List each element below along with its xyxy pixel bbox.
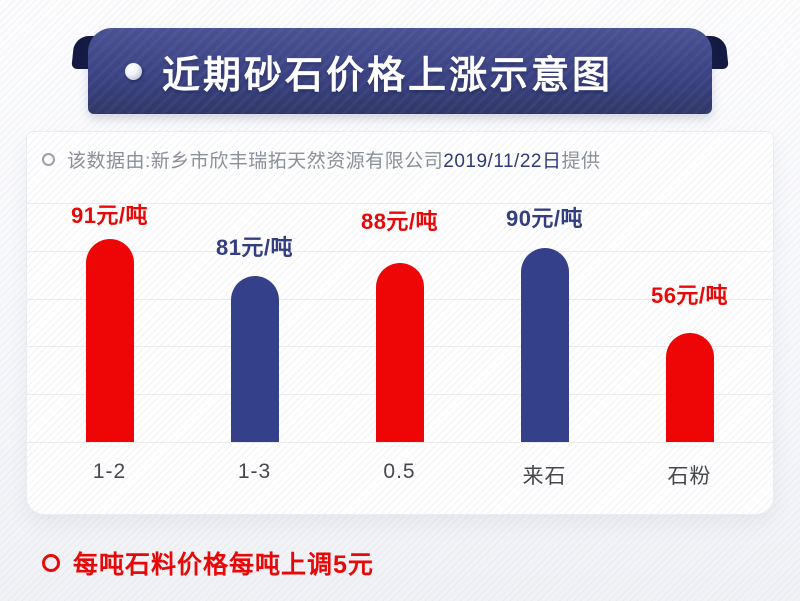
gridline <box>27 251 773 252</box>
bar-value-label: 81元/吨 <box>215 235 294 260</box>
bar-column: 81元/吨 <box>182 182 327 442</box>
x-axis-label: 0.5 <box>383 460 416 483</box>
x-axis-label: 1-3 <box>237 460 272 483</box>
source-date: 2019/11/22日 <box>443 151 562 172</box>
bar <box>230 276 279 442</box>
footer-note: 每吨石料价格每吨上调5元 <box>42 545 374 581</box>
header-banner: 近期砂石价格上涨示意图 <box>88 28 712 114</box>
circle-bullet-icon <box>42 153 55 166</box>
bar-value-label: 88元/吨 <box>360 209 439 234</box>
bar-column: 91元/吨 <box>37 182 182 442</box>
source-text-prefix: 该数据由:新乡市欣丰瑞拓天然资源有限公司 <box>67 151 444 172</box>
gridline <box>27 442 773 443</box>
chart-card: 该数据由:新乡市欣丰瑞拓天然资源有限公司 2019/11/22日 提供 91元/吨 8… <box>26 131 774 515</box>
page-title: 近期砂石价格上涨示意图 <box>161 54 613 97</box>
bars: 91元/吨 81元/吨 88元/吨 90元/吨 56元/吨 <box>37 182 762 442</box>
x-axis-label: 1-2 <box>92 460 127 483</box>
data-source-note: 该数据由:新乡市欣丰瑞拓天然资源有限公司 2019/11/22日 提供 <box>42 146 600 173</box>
x-axis-label: 石粉 <box>667 465 712 488</box>
bar-value-label: 56元/吨 <box>650 283 729 308</box>
bar-value-label: 90元/吨 <box>505 206 584 231</box>
bar-column: 56元/吨 <box>617 182 762 442</box>
x-axis-labels: 1-2 1-3 0.5 来石 石粉 <box>37 460 762 490</box>
bar <box>85 239 134 442</box>
bar-column: 90元/吨 <box>472 182 617 442</box>
bar-value-label: 91元/吨 <box>70 203 149 228</box>
bar <box>375 263 424 442</box>
bar <box>520 248 569 442</box>
source-text-suffix: 提供 <box>561 151 601 172</box>
bullet-sphere-icon <box>124 62 142 80</box>
bar <box>665 333 714 442</box>
bar-column: 88元/吨 <box>327 182 472 442</box>
circle-bullet-icon <box>42 554 60 572</box>
x-axis-label: 来石 <box>522 465 567 488</box>
gridline <box>27 203 773 204</box>
footer-note-text: 每吨石料价格每吨上调5元 <box>73 551 374 579</box>
